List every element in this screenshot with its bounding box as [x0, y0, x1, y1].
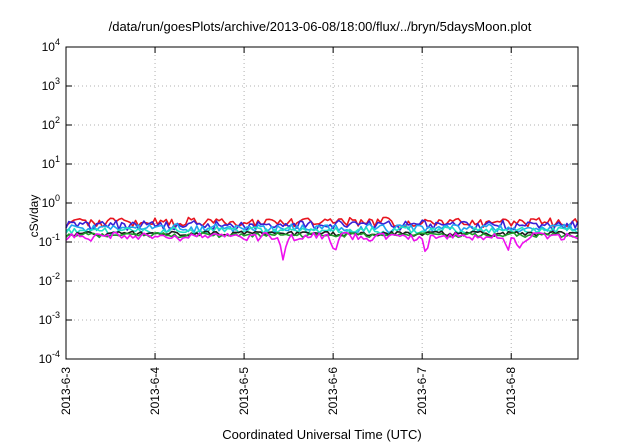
y-tick-label: 10-2 [39, 271, 60, 288]
tick-marks [65, 46, 578, 360]
y-tick-label: 102 [42, 115, 60, 132]
x-tick-label: 2013-6-5 [237, 367, 251, 415]
y-tick-label: 100 [42, 193, 60, 210]
y-tick-labels: 10-4 10-3 10-2 10-1 100 101 102 103 104 [39, 37, 60, 366]
series-line [65, 216, 579, 229]
x-tick-label: 2013-6-7 [415, 367, 429, 415]
series-line [65, 219, 579, 232]
series-line [65, 231, 579, 261]
x-tick-labels: 2013-6-3 2013-6-4 2013-6-5 2013-6-6 2013-6-7… [59, 367, 518, 415]
series-lines [65, 216, 579, 261]
y-axis-label-text: cSv/day [27, 194, 41, 238]
x-tick-label: 2013-6-8 [504, 367, 518, 415]
y-tick-label: 10-4 [39, 349, 60, 366]
y-tick-label: 103 [42, 76, 60, 93]
x-tick-label: 2013-6-4 [148, 367, 162, 415]
y-tick-label: 10-3 [39, 310, 60, 327]
series-line [65, 223, 579, 234]
y-tick-label: 104 [42, 37, 60, 54]
chart-title: /data/run/goesPlots/archive/2013-06-08/1… [108, 19, 532, 34]
grid-lines [66, 47, 578, 359]
y-tick-label: 10-1 [39, 232, 60, 249]
y-tick-label: 101 [42, 154, 60, 171]
x-axis-label: Coordinated Universal Time (UTC) [222, 427, 422, 442]
x-tick-label: 2013-6-3 [59, 367, 73, 415]
x-tick-label: 2013-6-6 [326, 367, 340, 415]
